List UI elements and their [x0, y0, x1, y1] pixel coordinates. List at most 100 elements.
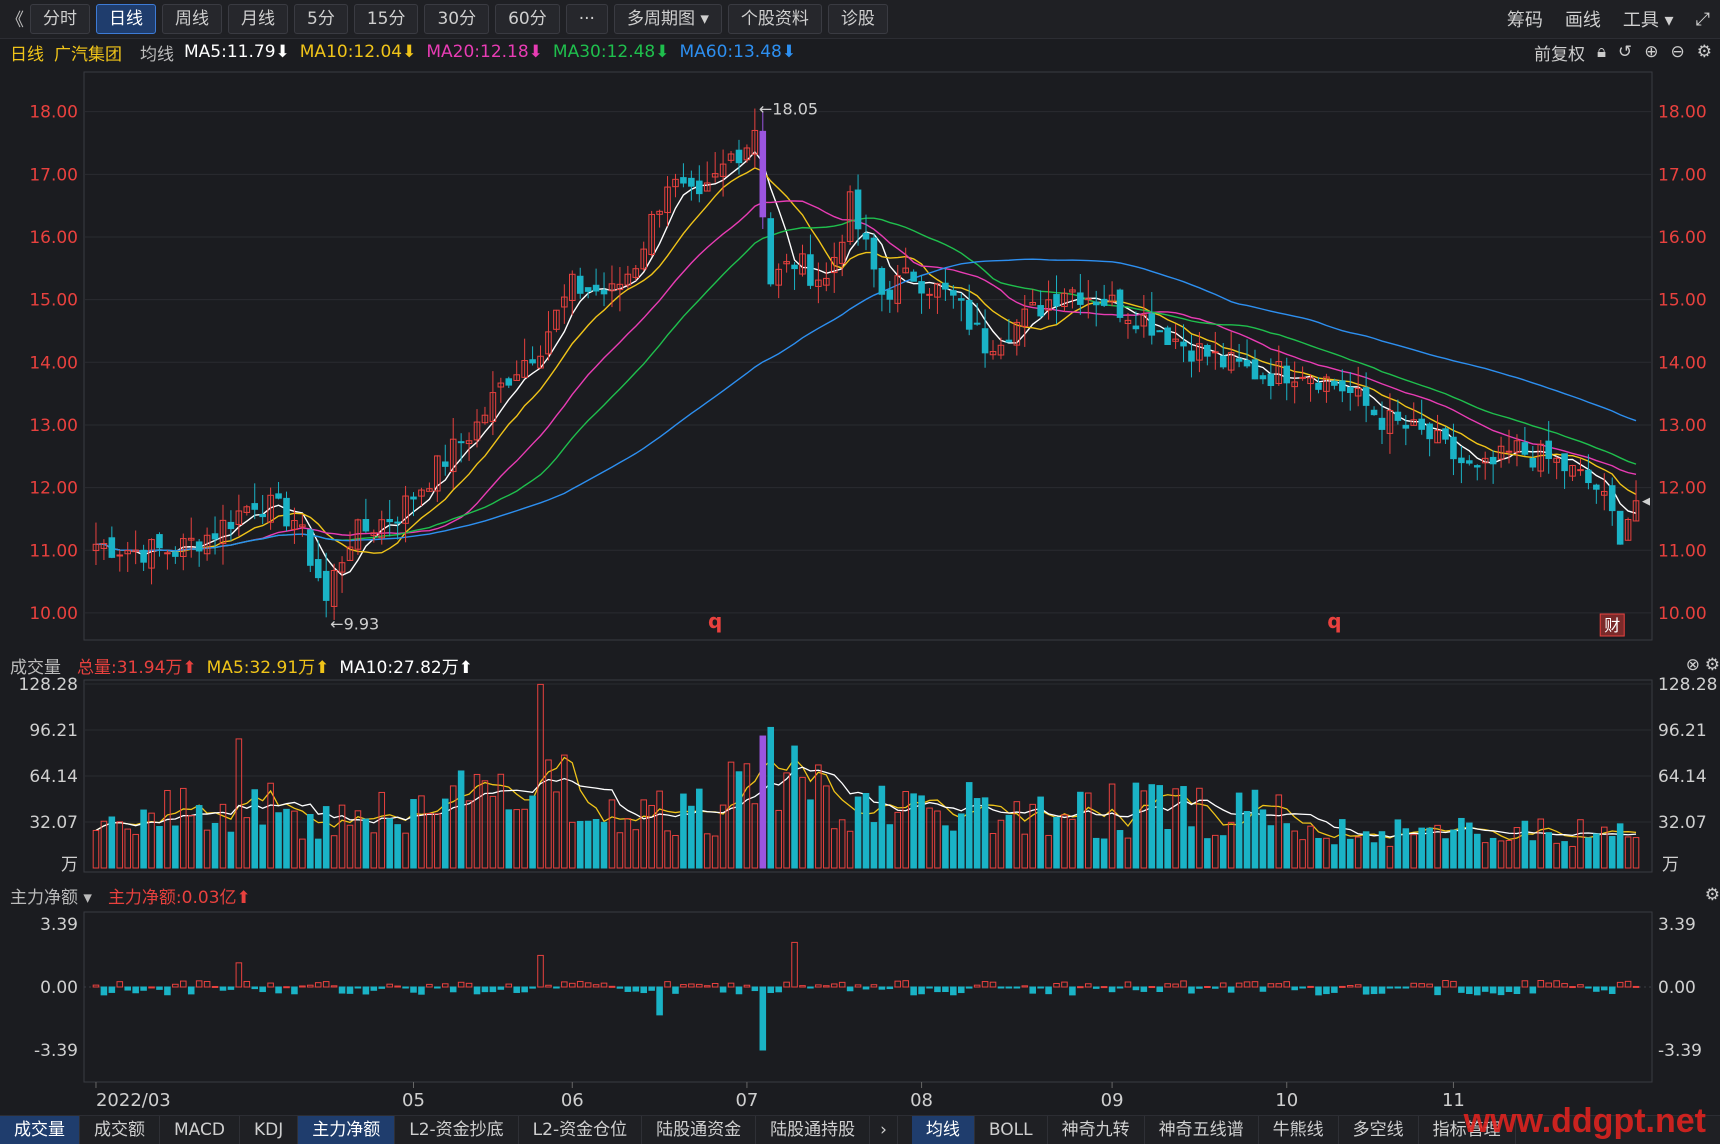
flow-tick-left: 0.00 [40, 978, 78, 998]
flow-bar [1275, 983, 1283, 988]
period-tab-5[interactable]: 15分 [353, 4, 419, 34]
flow-bar [338, 986, 346, 994]
candle-body [1537, 443, 1545, 472]
period-tab-2[interactable]: 周线 [162, 4, 222, 34]
indicator-tab-bottom_tabs_right-1[interactable]: BOLL [975, 1116, 1048, 1144]
indicator-tab-bottom_tabs_left-0[interactable]: 成交量 [0, 1116, 80, 1144]
volume-bar [1061, 814, 1068, 869]
flow-bar [711, 982, 719, 988]
candle-body [362, 519, 370, 532]
candle-body [1458, 457, 1465, 464]
candle-body [783, 261, 790, 265]
period-tab-6[interactable]: 30分 [424, 4, 490, 34]
indicator-tab-bottom_tabs_right-0[interactable]: 均线 [911, 1116, 975, 1144]
flow-bar [1402, 986, 1410, 989]
indicator-tab-bottom_tabs_left-1[interactable]: 成交额 [80, 1116, 160, 1144]
candle-body [1489, 456, 1497, 465]
tools-menu[interactable]: 工具 ▾ [1622, 10, 1674, 31]
back-icon[interactable]: 《 [6, 10, 24, 31]
candle-body [1299, 376, 1306, 379]
volume-bar [965, 782, 973, 869]
fullscreen-icon[interactable]: ⤢ [1695, 8, 1710, 30]
volume-bar [894, 811, 902, 869]
settings-icon[interactable]: ⚙ [1696, 42, 1712, 62]
close-icon[interactable]: ⊗ [1685, 655, 1700, 675]
volume-bar [854, 796, 862, 869]
indicator-tab-bottom_tabs_right-4[interactable]: 牛熊线 [1259, 1116, 1339, 1144]
flow-bar [910, 986, 917, 996]
period-tab-10[interactable]: 个股资料 [727, 4, 822, 34]
candle-body [513, 374, 520, 381]
flow-bar [1283, 981, 1291, 988]
volume-bar [878, 785, 886, 869]
flow-bar [1362, 986, 1370, 995]
indicator-tab-bottom_tabs_left-4[interactable]: 主力净额 [298, 1116, 396, 1144]
period-tab-9[interactable]: 多周期图 ▾ [613, 4, 722, 34]
volume-bar [195, 805, 203, 869]
draw-tool-button[interactable]: 画线 [1564, 10, 1601, 31]
undo-icon[interactable]: ↺ [1618, 42, 1633, 62]
candle-body [830, 256, 838, 274]
candle-body [259, 513, 266, 518]
indicator-tab-bottom_tabs_left-5[interactable]: L2-资金抄底 [395, 1116, 519, 1144]
indicator-tab-bottom_tabs_right-3[interactable]: 神奇五线谱 [1145, 1116, 1259, 1144]
candle-body [180, 538, 187, 557]
candle-body [870, 237, 878, 270]
candle-body [997, 344, 1005, 356]
period-tab-11[interactable]: 诊股 [827, 4, 888, 34]
period-tab-1[interactable]: 日线 [96, 4, 156, 34]
volume-bar [1513, 827, 1521, 869]
candle-body [1346, 386, 1354, 394]
chevron-right-icon[interactable]: › [870, 1116, 898, 1144]
flow-bar [203, 980, 211, 988]
ma-label[interactable]: 均线 [140, 44, 174, 65]
zoom-in-icon[interactable]: ⊕ [1644, 42, 1659, 62]
stock-name[interactable]: 广汽集团 [54, 44, 122, 65]
volume-bar [584, 820, 592, 869]
stock-chart[interactable]: 18.00 18.00 17.00 17.00 16.00 16.00 15.00 15.00… [0, 0, 1720, 1115]
volume-bar [1616, 823, 1624, 869]
settings-icon[interactable]: ⚙ [1704, 655, 1720, 675]
chart-controls: 前复权 🔒︎ ↺ ⊕ ⊖ ⚙ [1534, 38, 1712, 66]
candle-body [656, 210, 663, 215]
candle-body [1291, 381, 1298, 388]
volume-label[interactable]: 成交量 [10, 657, 61, 678]
zoom-out-icon[interactable]: ⊖ [1670, 42, 1685, 62]
volume-bar [172, 825, 179, 869]
period-tab-7[interactable]: 60分 [495, 4, 560, 34]
indicator-tab-bottom_tabs_left-3[interactable]: KDJ [240, 1116, 299, 1144]
chip-distribution-button[interactable]: 筹码 [1506, 10, 1543, 31]
candle-body [608, 283, 616, 292]
flow-bar [172, 983, 179, 988]
candle-body [664, 186, 671, 214]
flow-bar [307, 984, 314, 988]
adjust-label[interactable]: 前复权 [1533, 44, 1585, 65]
lock-icon[interactable]: 🔒︎ [1596, 42, 1606, 62]
settings-icon[interactable]: ⚙ [1704, 885, 1720, 905]
indicator-tab-bottom_tabs_left-7[interactable]: 陆股通资金 [642, 1116, 757, 1144]
volume-tick-left: 96.21 [29, 721, 78, 741]
flow-bar [862, 986, 870, 990]
indicator-tab-bottom_tabs_right-5[interactable]: 多空线 [1339, 1116, 1419, 1144]
candle-body [910, 271, 917, 282]
volume-bar [148, 812, 155, 869]
indicator-tab-bottom_tabs_right-6[interactable]: 指标管理 [1419, 1116, 1516, 1144]
period-tab-8[interactable]: ··· [565, 4, 608, 34]
indicator-tab-bottom_tabs_right-2[interactable]: 神奇九转 [1048, 1116, 1145, 1144]
candle-body [584, 287, 592, 292]
period-tab-0[interactable]: 分时 [30, 4, 90, 34]
period-tab-3[interactable]: 月线 [228, 4, 288, 34]
candle-body [148, 539, 155, 569]
flow-bar [878, 986, 886, 990]
flow-selector[interactable]: 主力净额 ▾ [10, 887, 92, 908]
candle-body [418, 489, 425, 497]
indicator-tab-bottom_tabs_left-8[interactable]: 陆股通持股 [756, 1116, 871, 1144]
indicator-tab-bottom_tabs_left-6[interactable]: L2-资金仓位 [519, 1116, 643, 1144]
volume-bar [561, 754, 568, 869]
candle-body [1410, 419, 1418, 426]
candle-body [1331, 380, 1338, 386]
indicator-tab-bottom_tabs_left-2[interactable]: MACD [160, 1116, 240, 1144]
volume-bar [1339, 819, 1346, 869]
period-tab-4[interactable]: 5分 [294, 4, 348, 34]
candle-body [481, 414, 489, 424]
